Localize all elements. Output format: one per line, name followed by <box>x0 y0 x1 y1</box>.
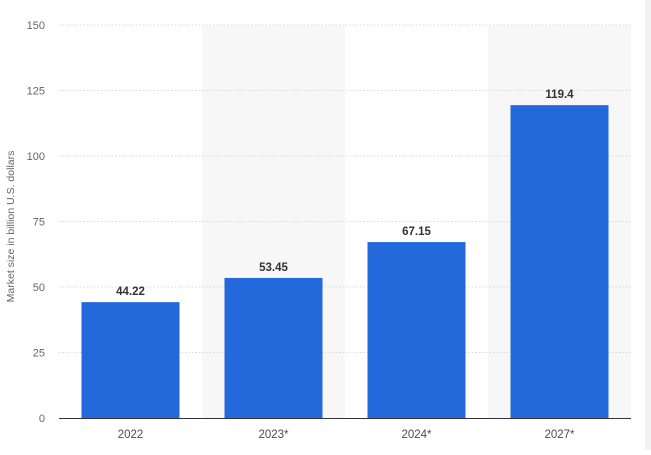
bar[interactable] <box>510 105 609 418</box>
y-tick-label: 50 <box>33 282 45 294</box>
y-tick-label: 100 <box>27 151 45 163</box>
y-axis-title: Market size in billion U.S. dollars <box>5 151 17 303</box>
x-tick-label: 2027* <box>544 429 575 441</box>
bar[interactable] <box>367 242 466 418</box>
x-axis-ticks: 2022 2023* 2024* 2027* <box>118 429 575 441</box>
y-tick-label: 75 <box>33 217 45 229</box>
bar-value-label: 53.45 <box>259 262 288 274</box>
y-tick-label: 150 <box>27 20 45 32</box>
x-tick-label: 2022 <box>118 429 144 441</box>
bar[interactable] <box>81 302 180 418</box>
scrollbar-edge <box>645 0 651 450</box>
y-tick-label: 25 <box>33 348 45 360</box>
y-tick-label: 0 <box>39 413 45 425</box>
y-axis-ticks: 0 25 50 75 100 125 150 <box>27 20 45 425</box>
bar-series <box>81 105 609 418</box>
x-tick-label: 2024* <box>401 429 432 441</box>
y-tick-label: 125 <box>27 86 45 98</box>
data-labels: 44.22 53.45 67.15 119.4 <box>116 89 574 298</box>
bar-value-label: 44.22 <box>116 286 145 298</box>
x-tick-label: 2023* <box>258 429 289 441</box>
bar-value-label: 119.4 <box>545 89 574 101</box>
bar[interactable] <box>224 277 323 418</box>
bar-value-label: 67.15 <box>402 226 431 238</box>
